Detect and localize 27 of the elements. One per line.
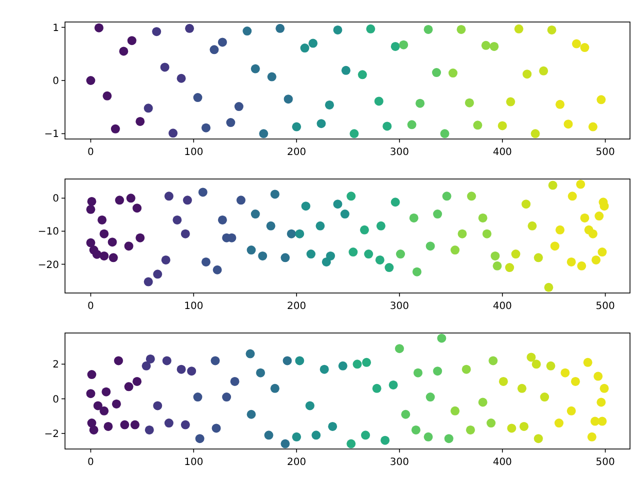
x-tick-label: 300 [390,147,410,158]
x-tick-label: 100 [184,457,204,468]
x-tick-label: 100 [184,147,204,158]
y-tick-label: −2 [44,428,59,440]
x-tick-label: 400 [492,301,512,312]
x-tick-label: 200 [287,301,306,312]
y-tick-label: −20 [38,260,59,271]
x-tick-label: 0 [88,301,94,312]
x-tick-label: 200 [287,147,306,158]
y-tick-label: 0 [52,76,59,87]
x-tick-label: 0 [88,457,94,468]
x-tick-label: 400 [492,457,512,468]
x-tick-label: 300 [390,301,410,312]
y-tick-label: 1 [52,22,59,34]
x-tick-label: 100 [184,301,204,312]
y-tick-label: −10 [38,226,59,238]
y-tick-label: −1 [44,129,59,140]
y-tick-label: 0 [52,194,59,205]
x-tick-label: 300 [390,457,410,468]
x-tick-label: 200 [287,457,306,468]
x-tick-label: 0 [88,147,94,158]
x-tick-label: 500 [596,147,615,158]
y-tick-label: 2 [52,360,59,371]
y-tick-label: 0 [52,394,59,406]
x-tick-label: 400 [492,147,512,158]
x-tick-label: 500 [596,301,615,312]
x-tick-label: 500 [596,457,615,468]
